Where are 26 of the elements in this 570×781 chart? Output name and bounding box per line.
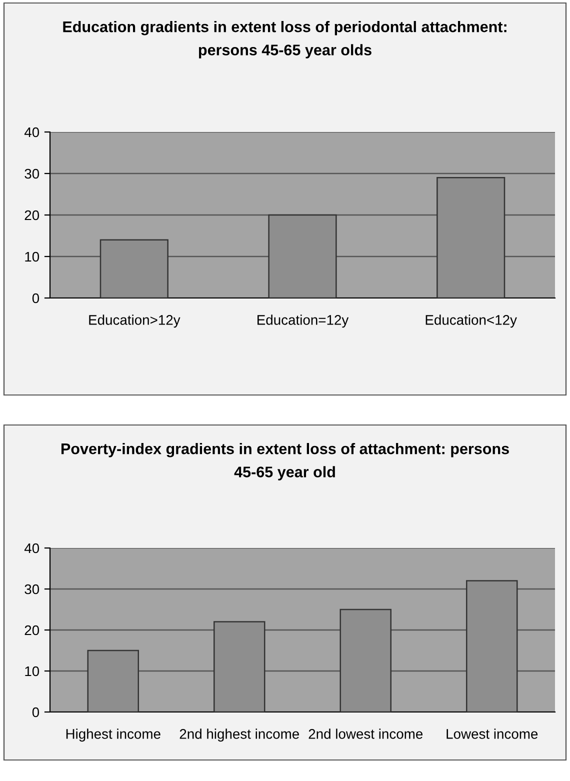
bar — [340, 608, 392, 712]
chart-title: Education gradients in extent loss of periodontal attachment: persons 45-65 year olds — [63, 21, 506, 58]
y-tick-label: 30 — [24, 168, 40, 179]
bar — [436, 177, 506, 298]
x-tick-label: Highest income — [66, 728, 160, 742]
x-tick-label: Education<12y — [426, 314, 517, 328]
x-tick-label: Education=12y — [258, 314, 349, 328]
bar — [466, 580, 518, 712]
bar — [214, 621, 266, 712]
y-tick-label: 40 — [24, 127, 40, 138]
bar — [87, 650, 139, 712]
y-tick-label: 40 — [24, 543, 40, 554]
x-tick-label: Lowest income — [446, 728, 538, 739]
y-tick-label: 10 — [25, 666, 40, 676]
x-tick-label: Education>12y — [89, 314, 180, 328]
y-tick-label: 30 — [24, 584, 40, 594]
chart-title: Poverty-index gradients in extent loss of attachment: persons 45-65 year old — [61, 443, 509, 480]
y-tick-label: 0 — [32, 293, 40, 304]
bar — [100, 239, 168, 298]
x-tick-label: 2nd highest income — [180, 728, 299, 742]
bar — [268, 214, 337, 298]
y-tick-label: 20 — [24, 210, 40, 220]
y-tick-label: 0 — [32, 707, 40, 718]
x-tick-label: 2nd lowest income — [308, 728, 423, 739]
y-tick-label: 10 — [25, 252, 40, 262]
y-tick-label: 20 — [24, 625, 40, 636]
